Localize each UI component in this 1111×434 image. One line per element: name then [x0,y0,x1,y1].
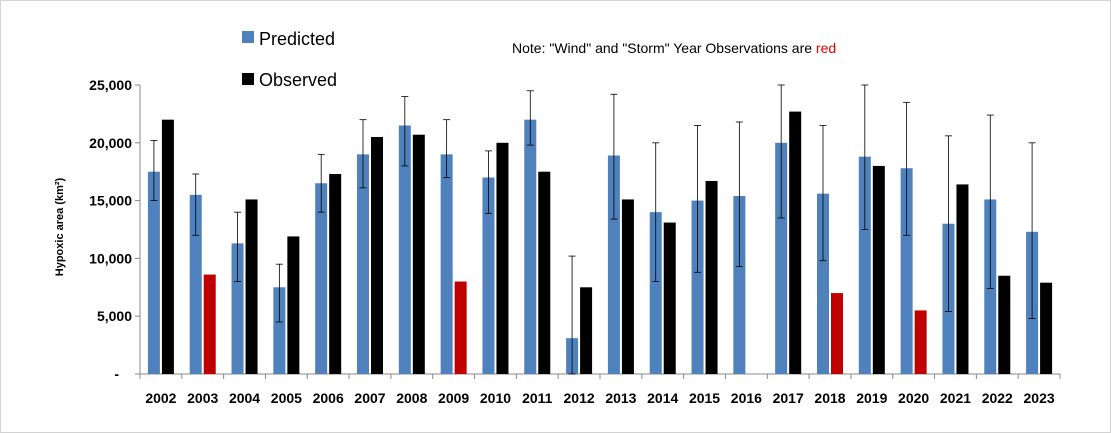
chart-note-highlight: red [816,40,836,56]
x-tick-label: 2003 [187,390,218,406]
bar-observed [621,199,634,374]
x-tick-label: 2004 [229,390,260,406]
bar-observed [287,236,300,374]
x-tick-label: 2012 [564,390,595,406]
legend-label-predicted: Predicted [259,29,335,49]
bar-predicted [315,183,328,374]
x-tick-label: 2008 [396,390,427,406]
bar-observed [496,142,509,374]
x-tick-label: 2005 [271,390,302,406]
x-tick-label: 2014 [647,390,678,406]
y-tick-label: 20,000 [89,135,132,151]
x-tick-label: 2020 [898,390,929,406]
bar-observed-wind-storm [831,293,843,374]
bar-predicted [649,212,662,374]
bar-observed [872,165,885,374]
bar-predicted [147,171,160,374]
bar-observed-wind-storm [914,310,927,374]
bar-observed-wind-storm [203,274,216,374]
x-tick-label: 2015 [689,390,720,406]
plot-area: - 5,000 10,000 15,000 20,000 25,000 2002 2003 20… [89,77,1061,406]
chart-note-prefix: Note: "Wind" and "Storm" Year Observatio… [512,40,816,56]
bar-observed [538,171,551,374]
y-tick-label: 25,000 [89,77,132,93]
y-tick-label: 5,000 [97,308,132,324]
bar-observed [998,275,1011,374]
x-tick-label: 2013 [605,390,636,406]
legend: Predicted Observed [242,29,337,90]
bar-predicted [691,200,704,374]
bar-predicted [900,168,913,374]
bar-observed [329,174,342,374]
bar-predicted [733,195,746,374]
bar-observed [789,111,802,374]
x-tick-label: 2002 [145,390,176,406]
x-tick-label: 2017 [773,390,804,406]
y-tick-label: - [114,366,119,382]
x-tick-label: 2006 [313,390,344,406]
x-tick-label: 2016 [731,390,762,406]
y-axis-label: Hypoxic area (km²) [54,177,66,276]
bar-observed [161,119,174,375]
legend-swatch-predicted [242,31,254,43]
y-tick-label: 10,000 [89,250,132,266]
bar-predicted [357,154,369,374]
bar-observed [371,137,383,374]
x-tick-label: 2018 [814,390,845,406]
bar-observed [663,222,676,374]
bar-observed-wind-storm [454,281,467,374]
bar-predicted [231,243,244,374]
bar-predicted [440,154,453,374]
x-tick-label: 2019 [856,390,887,406]
legend-label-observed: Observed [259,70,337,90]
x-tick-label: 2010 [480,390,511,406]
bar-predicted [775,142,788,374]
bar-observed [580,287,593,374]
bar-predicted [273,287,286,374]
bar-predicted [398,125,411,375]
chart-note: Note: "Wind" and "Storm" Year Observatio… [512,40,836,56]
bar-observed [412,134,425,374]
bar-predicted [524,119,537,375]
bar-observed [956,184,969,374]
bar-observed [1040,282,1053,374]
bar-observed [245,199,258,374]
bar-predicted [189,194,202,374]
x-tick-label: 2007 [354,390,385,406]
x-tick-label: 2021 [940,390,971,406]
x-tick-label: 2009 [438,390,469,406]
y-tick-label: 15,000 [89,193,132,209]
bar-predicted [482,177,495,374]
bar-predicted [858,156,871,374]
x-tick-label: 2022 [982,390,1013,406]
x-tick-label: 2023 [1024,390,1055,406]
bar-predicted [817,193,829,374]
x-tick-label: 2011 [522,390,553,406]
bar-predicted [607,155,620,374]
bar-observed [705,180,718,374]
legend-swatch-observed [242,73,254,85]
